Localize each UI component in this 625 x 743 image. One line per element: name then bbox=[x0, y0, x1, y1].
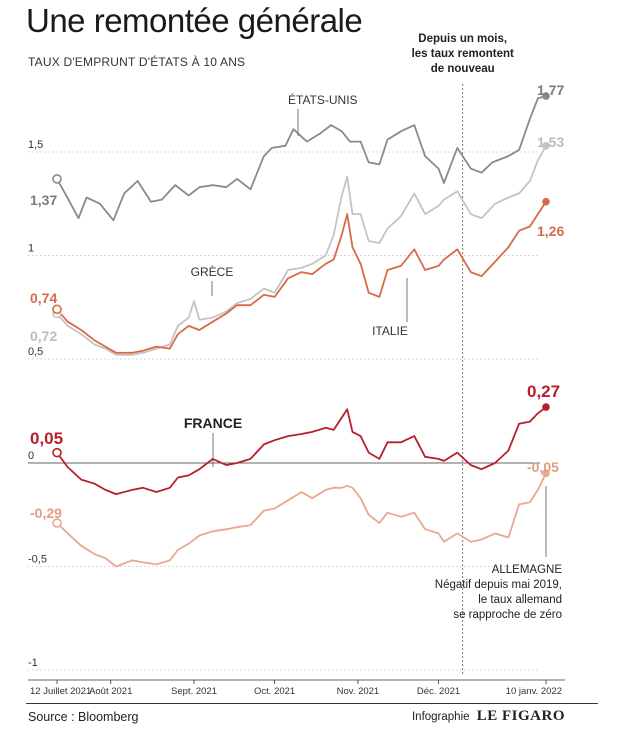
series-start-marker bbox=[52, 304, 62, 315]
series-line-france bbox=[56, 406, 547, 496]
y-tick-label: 0,5 bbox=[28, 346, 43, 358]
series-start-marker bbox=[52, 447, 62, 458]
value-label: 0,27 bbox=[527, 382, 560, 401]
series-start-marker bbox=[52, 174, 62, 184]
series-end-marker bbox=[542, 469, 550, 478]
value-label: 0,05 bbox=[30, 429, 63, 448]
series-start-marker bbox=[52, 518, 62, 528]
value-label: 1,77 bbox=[537, 82, 564, 98]
annotation-text: le taux allemand bbox=[478, 594, 562, 606]
annotation-text: de nouveau bbox=[431, 63, 495, 75]
series-line-allemagne bbox=[56, 472, 547, 568]
y-tick-label: -0,5 bbox=[28, 554, 47, 566]
x-tick-label: Sept. 2021 bbox=[171, 686, 217, 697]
series-line-etats-unis bbox=[56, 95, 547, 222]
annotation-text: se rapproche de zéro bbox=[453, 609, 562, 621]
value-label: 1,37 bbox=[30, 192, 57, 208]
x-tick-label: Nov. 2021 bbox=[337, 686, 380, 697]
value-label: 1,53 bbox=[537, 134, 564, 150]
chart-canvas: 0,5 1 1,5 -1 -0,5 0 Depuis un mois, les taux re… bbox=[28, 33, 565, 697]
value-label: 0,74 bbox=[30, 290, 57, 306]
series-label: GRÈCE bbox=[191, 264, 234, 279]
credit-label: Infographie bbox=[411, 711, 470, 723]
footer-divider bbox=[26, 703, 598, 704]
brand-logo: LE FIGARO bbox=[476, 708, 565, 724]
x-tick-label: 12 Juillet 2021 bbox=[30, 686, 91, 697]
annotation-text: les taux remontent bbox=[412, 48, 514, 60]
series-end-marker bbox=[542, 141, 550, 150]
credit: Infographie LE FIGARO bbox=[412, 708, 565, 725]
x-tick-label: Déc. 2021 bbox=[417, 686, 460, 697]
chart-subtitle: TAUX D'EMPRUNT D'ÉTATS À 10 ANS bbox=[28, 55, 246, 69]
series-end-marker bbox=[542, 197, 550, 206]
y-tick-label: 0 bbox=[28, 450, 34, 462]
value-label: 1,26 bbox=[537, 223, 564, 239]
value-label: -0,29 bbox=[30, 505, 62, 521]
series-end-marker bbox=[542, 92, 550, 100]
value-label: -0,05 bbox=[527, 459, 559, 475]
value-label: 0,72 bbox=[30, 328, 57, 344]
series-line-italie bbox=[56, 200, 547, 354]
y-tick-label: 1 bbox=[28, 243, 34, 255]
series-end-marker bbox=[542, 403, 550, 411]
x-tick-label: Août 2021 bbox=[89, 686, 132, 697]
source-note: Source : Bloomberg bbox=[28, 710, 139, 724]
x-tick-label: 10 janv. 2022 bbox=[506, 686, 562, 697]
annotation-text: Depuis un mois, bbox=[418, 33, 507, 45]
series-line-grece bbox=[56, 144, 547, 356]
y-tick-label: -1 bbox=[28, 657, 38, 669]
annotation-text: Négatif depuis mai 2019, bbox=[435, 579, 562, 591]
chart-title: Une remontée générale bbox=[26, 2, 363, 39]
series-label: ITALIE bbox=[372, 324, 408, 338]
series-label: ALLEMAGNE bbox=[492, 564, 563, 576]
series-label: ÉTATS-UNIS bbox=[288, 92, 358, 107]
x-tick-label: Oct. 2021 bbox=[254, 686, 295, 697]
y-tick-label: 1,5 bbox=[28, 139, 43, 151]
series-label: FRANCE bbox=[184, 415, 242, 431]
